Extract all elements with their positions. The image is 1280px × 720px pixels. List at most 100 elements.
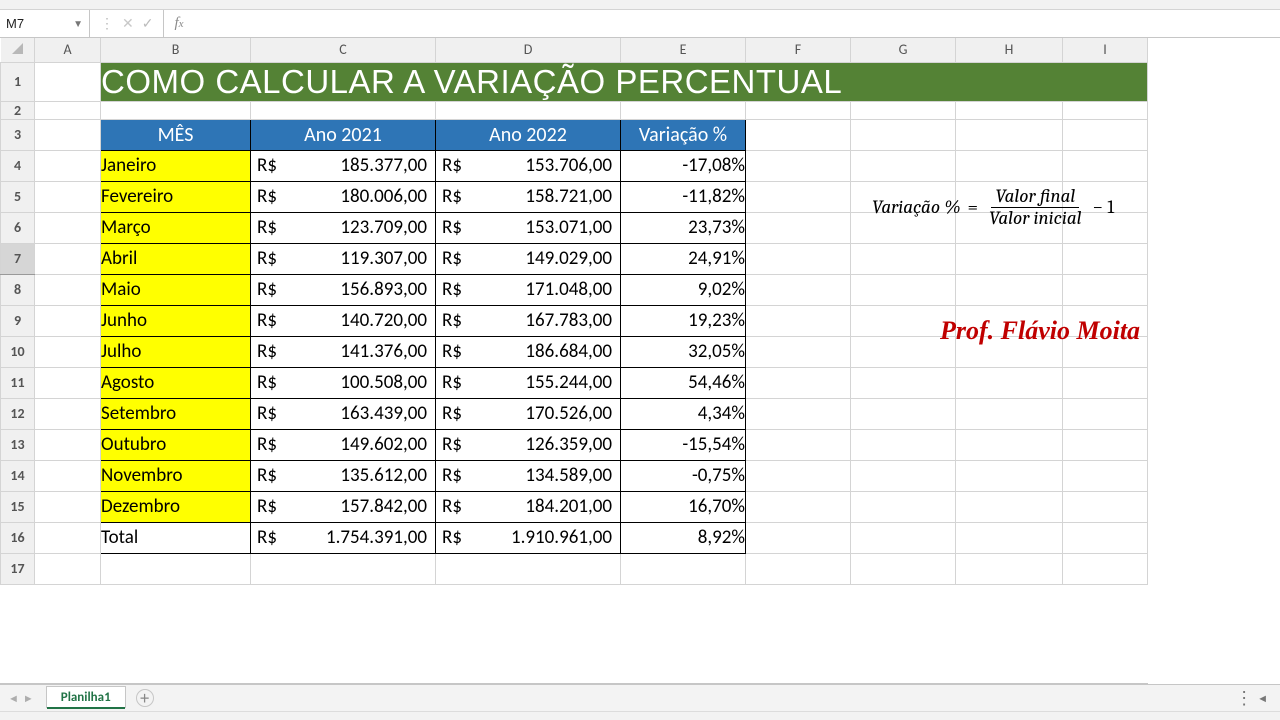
cell[interactable] bbox=[956, 150, 1063, 181]
month-cell[interactable]: Dezembro bbox=[101, 491, 251, 522]
row-header[interactable]: 12 bbox=[1, 398, 35, 429]
cell[interactable] bbox=[1063, 491, 1148, 522]
month-cell[interactable]: Fevereiro bbox=[101, 181, 251, 212]
month-cell[interactable]: Maio bbox=[101, 274, 251, 305]
variation-cell[interactable]: -11,82% bbox=[621, 181, 746, 212]
row-header[interactable]: 9 bbox=[1, 305, 35, 336]
cell[interactable] bbox=[35, 62, 101, 101]
cell[interactable] bbox=[35, 522, 101, 553]
month-cell[interactable]: Agosto bbox=[101, 367, 251, 398]
row-header[interactable]: 11 bbox=[1, 367, 35, 398]
cell[interactable] bbox=[1063, 522, 1148, 553]
cell[interactable] bbox=[1063, 243, 1148, 274]
table-header-mes[interactable]: MÊS bbox=[101, 119, 251, 150]
cell[interactable] bbox=[35, 491, 101, 522]
value-2021[interactable]: R$100.508,00 bbox=[251, 367, 436, 398]
table-header-var[interactable]: Variação % bbox=[621, 119, 746, 150]
value-2021[interactable]: R$149.602,00 bbox=[251, 429, 436, 460]
row-header[interactable]: 6 bbox=[1, 212, 35, 243]
month-cell[interactable]: Junho bbox=[101, 305, 251, 336]
hscroll-left-icon[interactable]: ◄ bbox=[1257, 692, 1268, 705]
col-header-I[interactable]: I bbox=[1063, 38, 1148, 62]
value-2021[interactable]: R$119.307,00 bbox=[251, 243, 436, 274]
cell[interactable] bbox=[35, 367, 101, 398]
col-header-G[interactable]: G bbox=[851, 38, 956, 62]
table-header-2021[interactable]: Ano 2021 bbox=[251, 119, 436, 150]
cell[interactable] bbox=[746, 212, 851, 243]
month-cell[interactable]: Abril bbox=[101, 243, 251, 274]
cell[interactable] bbox=[956, 367, 1063, 398]
cell[interactable] bbox=[851, 491, 956, 522]
cell[interactable] bbox=[851, 274, 956, 305]
value-2022[interactable]: R$170.526,00 bbox=[436, 398, 621, 429]
cell[interactable] bbox=[956, 398, 1063, 429]
name-box-input[interactable] bbox=[6, 16, 66, 31]
col-header-F[interactable]: F bbox=[746, 38, 851, 62]
value-2021[interactable]: R$163.439,00 bbox=[251, 398, 436, 429]
cell[interactable] bbox=[1063, 274, 1148, 305]
value-2022[interactable]: R$153.071,00 bbox=[436, 212, 621, 243]
value-2021[interactable]: R$141.376,00 bbox=[251, 336, 436, 367]
name-box[interactable]: ▼ bbox=[0, 10, 90, 37]
value-2022[interactable]: R$184.201,00 bbox=[436, 491, 621, 522]
total-label[interactable]: Total bbox=[101, 522, 251, 553]
variation-cell[interactable]: -0,75% bbox=[621, 460, 746, 491]
variation-cell[interactable]: 19,23% bbox=[621, 305, 746, 336]
cell[interactable] bbox=[35, 150, 101, 181]
month-cell[interactable]: Outubro bbox=[101, 429, 251, 460]
cell[interactable] bbox=[956, 243, 1063, 274]
cell[interactable] bbox=[746, 274, 851, 305]
add-sheet-button[interactable]: + bbox=[136, 689, 154, 707]
cell[interactable] bbox=[35, 274, 101, 305]
total-2021[interactable]: R$1.754.391,00 bbox=[251, 522, 436, 553]
cell[interactable] bbox=[746, 491, 851, 522]
fx-icon[interactable]: fx bbox=[164, 15, 193, 32]
cell[interactable] bbox=[851, 460, 956, 491]
total-var[interactable]: 8,92% bbox=[621, 522, 746, 553]
cell[interactable] bbox=[746, 522, 851, 553]
value-2022[interactable]: R$155.244,00 bbox=[436, 367, 621, 398]
value-2021[interactable]: R$157.842,00 bbox=[251, 491, 436, 522]
cell[interactable] bbox=[956, 553, 1063, 584]
cell[interactable] bbox=[436, 101, 621, 119]
cell[interactable] bbox=[1063, 150, 1148, 181]
value-2021[interactable]: R$123.709,00 bbox=[251, 212, 436, 243]
cell[interactable] bbox=[1063, 553, 1148, 584]
month-cell[interactable]: Novembro bbox=[101, 460, 251, 491]
cell[interactable] bbox=[35, 212, 101, 243]
variation-cell[interactable]: 23,73% bbox=[621, 212, 746, 243]
cell[interactable] bbox=[251, 553, 436, 584]
cell[interactable] bbox=[1063, 460, 1148, 491]
tab-options-icon[interactable]: ⋮ bbox=[1235, 687, 1251, 709]
variation-cell[interactable]: 9,02% bbox=[621, 274, 746, 305]
month-cell[interactable]: Julho bbox=[101, 336, 251, 367]
col-header-D[interactable]: D bbox=[436, 38, 621, 62]
cell[interactable] bbox=[746, 305, 851, 336]
cell[interactable] bbox=[436, 553, 621, 584]
select-all-corner[interactable] bbox=[1, 38, 35, 62]
row-header[interactable]: 5 bbox=[1, 181, 35, 212]
cell[interactable] bbox=[621, 553, 746, 584]
cell[interactable] bbox=[35, 398, 101, 429]
cell[interactable] bbox=[746, 367, 851, 398]
cell[interactable] bbox=[956, 119, 1063, 150]
cell[interactable] bbox=[35, 305, 101, 336]
cell[interactable] bbox=[35, 119, 101, 150]
value-2022[interactable]: R$134.589,00 bbox=[436, 460, 621, 491]
value-2021[interactable]: R$185.377,00 bbox=[251, 150, 436, 181]
value-2022[interactable]: R$167.783,00 bbox=[436, 305, 621, 336]
value-2022[interactable]: R$158.721,00 bbox=[436, 181, 621, 212]
row-header[interactable]: 16 bbox=[1, 522, 35, 553]
cell[interactable] bbox=[851, 522, 956, 553]
cell[interactable] bbox=[746, 243, 851, 274]
row-header[interactable]: 8 bbox=[1, 274, 35, 305]
row-header[interactable]: 4 bbox=[1, 150, 35, 181]
cell[interactable] bbox=[956, 101, 1063, 119]
cell[interactable] bbox=[746, 429, 851, 460]
row-header[interactable]: 17 bbox=[1, 553, 35, 584]
cell[interactable] bbox=[956, 522, 1063, 553]
cell[interactable] bbox=[746, 398, 851, 429]
row-header[interactable]: 2 bbox=[1, 101, 35, 119]
value-2022[interactable]: R$153.706,00 bbox=[436, 150, 621, 181]
cell[interactable] bbox=[746, 336, 851, 367]
